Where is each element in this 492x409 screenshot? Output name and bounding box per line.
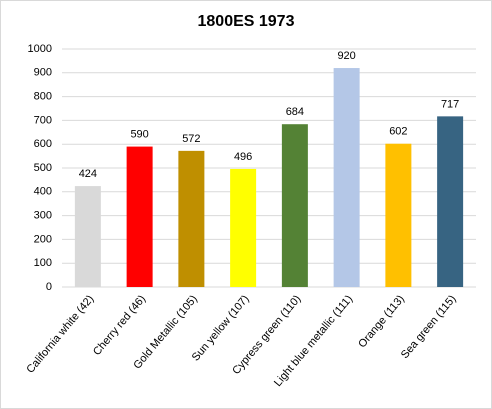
y-tick-label: 100 — [34, 257, 52, 269]
y-tick-label: 700 — [34, 114, 52, 126]
data-label: 717 — [441, 98, 459, 110]
y-tick-label: 500 — [34, 162, 52, 174]
data-label: 920 — [337, 50, 355, 62]
bar — [230, 168, 257, 287]
data-label: 684 — [286, 106, 304, 118]
chart-title: 1800ES 1973 — [198, 13, 295, 30]
y-tick-label: 800 — [34, 91, 52, 103]
y-tick-label: 400 — [34, 186, 52, 198]
bar — [281, 124, 308, 287]
bar — [333, 68, 360, 287]
y-tick-label: 600 — [34, 138, 52, 150]
bar — [74, 186, 101, 287]
data-label: 572 — [182, 133, 200, 145]
bar — [178, 150, 205, 287]
bar — [126, 146, 153, 287]
y-tick-label: 1000 — [28, 43, 52, 55]
bar — [385, 143, 412, 287]
y-tick-label: 900 — [34, 67, 52, 79]
data-label: 602 — [389, 126, 407, 138]
y-tick-label: 300 — [34, 210, 52, 222]
y-tick-label: 0 — [46, 281, 52, 293]
data-label: 590 — [130, 128, 148, 140]
data-label: 424 — [79, 168, 97, 180]
bar — [437, 116, 464, 287]
y-tick-label: 200 — [34, 233, 52, 245]
data-label: 496 — [234, 151, 252, 163]
